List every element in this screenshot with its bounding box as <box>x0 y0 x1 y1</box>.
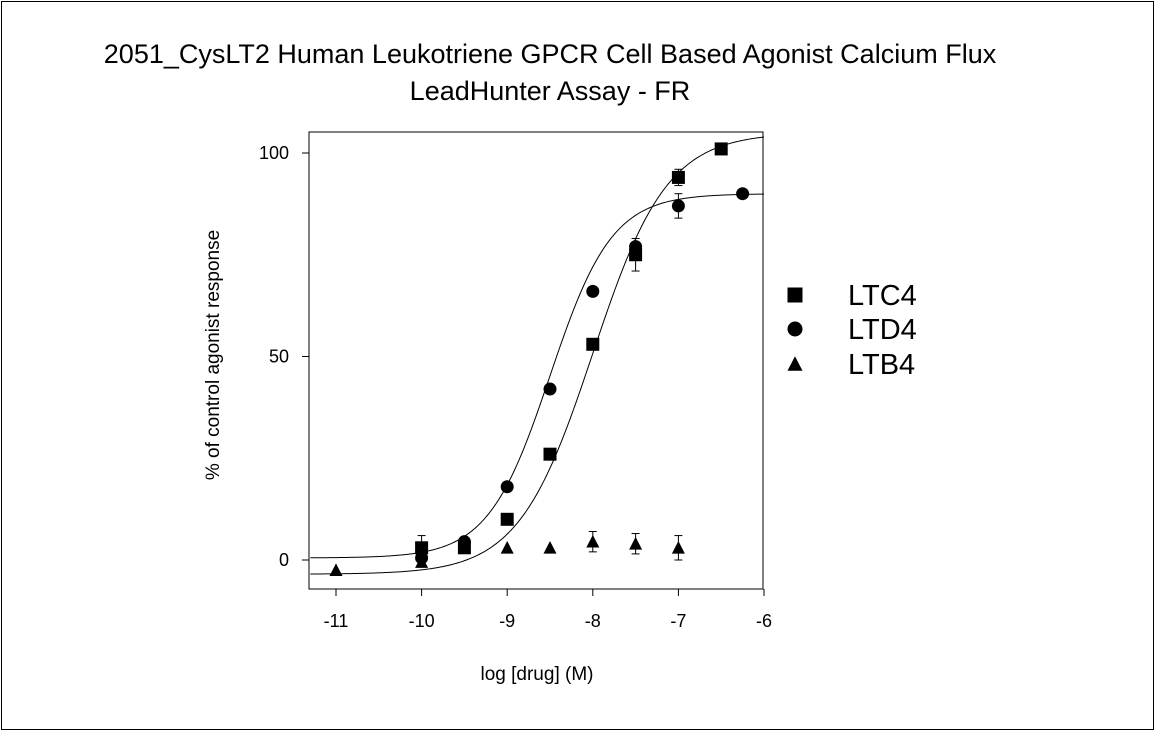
y-axis-label: % of control agonist response <box>203 230 224 480</box>
data-point-ltc4 <box>500 512 514 526</box>
x-tick-label: -9 <box>499 611 515 631</box>
x-tick-label: -11 <box>324 611 349 631</box>
data-point-ltd4 <box>671 199 685 213</box>
data-point-ltc4 <box>586 337 600 351</box>
data-point-ltd4 <box>586 284 600 298</box>
data-point-ltb4 <box>415 555 429 568</box>
legend-label-ltb4: LTB4 <box>848 349 915 381</box>
chart-title-line-2: LeadHunter Assay - FR <box>409 76 691 106</box>
data-point-ltc4 <box>714 142 728 156</box>
fit-curve-ltd4 <box>310 193 765 559</box>
legend-label-ltd4: LTD4 <box>848 314 917 346</box>
data-point-ltd4 <box>457 535 471 549</box>
x-tick-label: -7 <box>670 611 686 631</box>
x-axis-label: log [drug] (M) <box>481 664 594 685</box>
data-point-ltb4 <box>629 536 643 550</box>
data-point-ltb4 <box>329 563 343 577</box>
legend-marker-ltc4 <box>787 287 803 303</box>
data-point-ltb4 <box>671 540 685 554</box>
data-point-ltc4 <box>671 170 685 184</box>
legend-marker-ltb4 <box>787 356 803 371</box>
x-tick-label: -8 <box>585 611 601 631</box>
chart-title-line-1: 2051_CysLT2 Human Leukotriene GPCR Cell … <box>103 39 997 69</box>
x-tick-label: -6 <box>756 611 772 631</box>
data-point-ltc4 <box>543 447 557 461</box>
legend-marker-ltd4 <box>787 321 803 337</box>
fit-curve-ltc4 <box>310 136 765 575</box>
data-point-ltd4 <box>736 187 750 201</box>
x-tick-label: -10 <box>409 611 435 631</box>
plot-area-border <box>308 131 764 590</box>
data-point-ltb4 <box>586 534 600 548</box>
data-point-ltd4 <box>500 480 514 494</box>
data-point-ltd4 <box>543 382 557 396</box>
data-point-ltb4 <box>543 540 557 554</box>
y-tick-label: 100 <box>259 143 289 163</box>
data-point-ltb4 <box>500 540 514 554</box>
legend-label-ltc4: LTC4 <box>848 280 917 312</box>
y-tick-label: 0 <box>279 550 289 570</box>
data-point-ltc4 <box>415 541 429 555</box>
y-tick-label: 50 <box>269 347 289 367</box>
data-point-ltd4 <box>629 240 643 254</box>
